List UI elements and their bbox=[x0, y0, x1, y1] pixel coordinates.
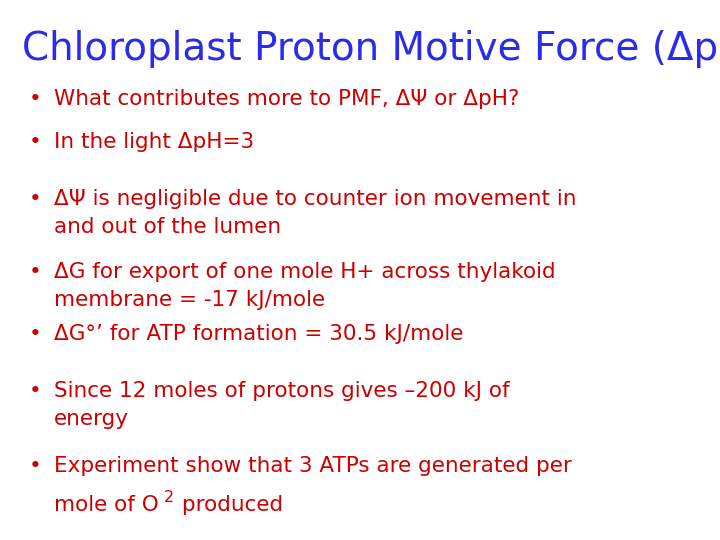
Text: Since 12 moles of protons gives –200 kJ of
energy: Since 12 moles of protons gives –200 kJ … bbox=[54, 381, 510, 429]
Text: mole of O: mole of O bbox=[54, 495, 158, 515]
Text: •: • bbox=[29, 132, 42, 152]
Text: ΔG for export of one mole H+ across thylakoid
membrane = -17 kJ/mole: ΔG for export of one mole H+ across thyl… bbox=[54, 262, 556, 310]
Text: What contributes more to PMF, ΔΨ or ΔpH?: What contributes more to PMF, ΔΨ or ΔpH? bbox=[54, 89, 519, 109]
Text: •: • bbox=[29, 89, 42, 109]
Text: •: • bbox=[29, 189, 42, 209]
Text: Chloroplast Proton Motive Force (Δp): Chloroplast Proton Motive Force (Δp) bbox=[22, 30, 720, 68]
Text: •: • bbox=[29, 262, 42, 282]
Text: ΔΨ is negligible due to counter ion movement in
and out of the lumen: ΔΨ is negligible due to counter ion move… bbox=[54, 189, 577, 237]
Text: •: • bbox=[29, 456, 42, 476]
Text: In the light ΔpH=3: In the light ΔpH=3 bbox=[54, 132, 254, 152]
Text: 2: 2 bbox=[163, 490, 174, 505]
Text: •: • bbox=[29, 324, 42, 344]
Text: produced: produced bbox=[175, 495, 283, 515]
Text: •: • bbox=[29, 381, 42, 401]
Text: ΔG°’ for ATP formation = 30.5 kJ/mole: ΔG°’ for ATP formation = 30.5 kJ/mole bbox=[54, 324, 464, 344]
Text: Experiment show that 3 ATPs are generated per: Experiment show that 3 ATPs are generate… bbox=[54, 456, 572, 476]
